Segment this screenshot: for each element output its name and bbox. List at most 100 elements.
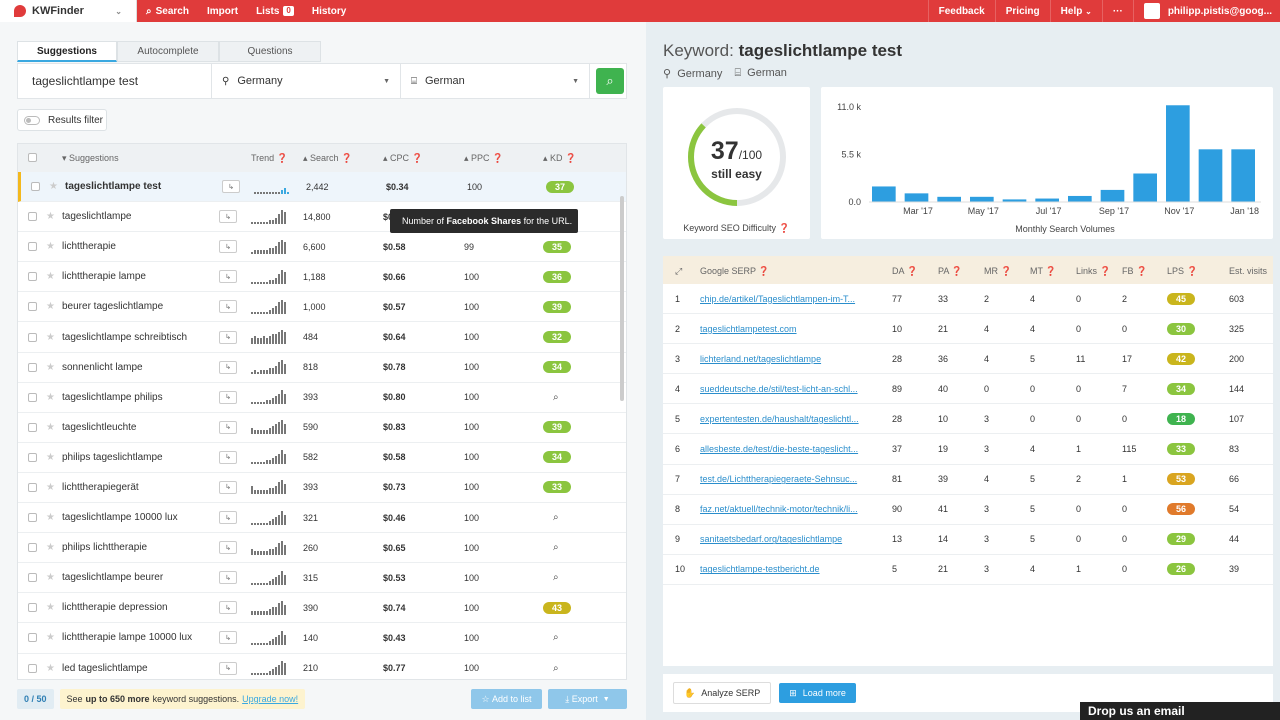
kd-search-icon[interactable]: ⌕ — [553, 662, 559, 674]
table-row[interactable]: ★ lichttherapie ↳ 6,600 $0.58 99 35 — [18, 232, 626, 263]
search-keyword-button[interactable]: ↳ — [219, 601, 237, 615]
row-checkbox[interactable] — [28, 362, 37, 372]
col-suggestions[interactable]: ▾ Suggestions — [62, 153, 119, 163]
table-row[interactable]: ★ tageslichtlampe schreibtisch ↳ 484 $0.64 10… — [18, 322, 626, 353]
search-keyword-button[interactable]: ↳ — [219, 541, 237, 555]
kd-search-icon[interactable]: ⌕ — [553, 572, 559, 584]
row-checkbox[interactable] — [28, 212, 37, 222]
volume-bar[interactable] — [1231, 149, 1255, 202]
star-icon[interactable]: ★ — [46, 512, 55, 524]
nav-feedback[interactable]: Feedback — [927, 0, 995, 22]
volume-bar[interactable] — [1166, 105, 1190, 202]
row-checkbox[interactable] — [28, 302, 37, 312]
serp-url-link[interactable]: sueddeutsche.de/stil/test-licht-an-schl.… — [700, 383, 858, 394]
table-row[interactable]: ★ philips tageslichtlampe ↳ 582 $0.58 100 34 — [18, 443, 626, 473]
nav-import[interactable]: Import — [198, 0, 247, 22]
serp-url-link[interactable]: expertentesten.de/haushalt/tageslichtl..… — [700, 413, 859, 424]
export-button[interactable]: ⤓ Export ▼ — [548, 689, 627, 709]
location-select[interactable]: ⚲ Germany ▼ — [212, 64, 401, 98]
row-checkbox[interactable] — [28, 573, 37, 583]
serp-url-link[interactable]: lichterland.net/tageslichtlampe — [700, 353, 822, 364]
table-scrollbar[interactable] — [620, 196, 624, 401]
serp-url-link[interactable]: tageslichtlampetest.com — [700, 323, 797, 334]
row-checkbox[interactable] — [28, 332, 37, 342]
kd-search-icon[interactable]: ⌕ — [553, 632, 559, 644]
volume-bar[interactable] — [1002, 199, 1027, 202]
table-row[interactable]: ★ tageslichtlampe test ↳ 2,442 $0.34 100 37 — [18, 172, 626, 203]
nav-pricing[interactable]: Pricing — [994, 0, 1050, 22]
table-row[interactable]: ★ philips lichttherapie ↳ 260 $0.65 100 ⌕ — [18, 533, 626, 564]
serp-url-link[interactable]: chip.de/artikel/Tageslichtlampen-im-T... — [700, 293, 856, 304]
expand-icon[interactable]: ⤢ — [675, 266, 683, 276]
table-row[interactable]: ★ beurer tageslichtlampe ↳ 1,000 $0.57 100 39 — [18, 292, 626, 323]
language-select[interactable]: ⌸ German ▼ — [401, 64, 590, 98]
star-icon[interactable]: ★ — [46, 632, 55, 644]
volume-bar[interactable] — [970, 196, 994, 202]
star-icon[interactable]: ★ — [46, 271, 55, 283]
nav-history[interactable]: History — [303, 0, 355, 22]
star-icon[interactable]: ★ — [46, 391, 55, 403]
kd-search-icon[interactable]: ⌕ — [553, 391, 559, 403]
search-keyword-button[interactable]: ↳ — [219, 420, 237, 434]
star-icon[interactable]: ★ — [49, 181, 58, 193]
search-keyword-button[interactable]: ↳ — [219, 300, 237, 314]
keyword-input[interactable] — [18, 64, 212, 98]
volume-bar[interactable] — [937, 196, 961, 202]
serp-url-link[interactable]: sanitaetsbedarf.org/tageslichtlampe — [700, 534, 843, 545]
search-keyword-button[interactable]: ↳ — [219, 571, 237, 585]
star-icon[interactable]: ★ — [46, 572, 55, 584]
row-checkbox[interactable] — [28, 543, 37, 553]
help-icon[interactable]: ❓ — [778, 223, 790, 233]
tab-autocomplete[interactable]: Autocomplete — [117, 41, 219, 62]
row-checkbox[interactable] — [28, 272, 37, 282]
volume-bar[interactable] — [1133, 173, 1157, 203]
star-icon[interactable]: ★ — [46, 481, 55, 493]
row-checkbox[interactable] — [28, 392, 37, 402]
star-icon[interactable]: ★ — [46, 662, 55, 674]
star-icon[interactable]: ★ — [46, 301, 55, 313]
volume-bar[interactable] — [904, 193, 929, 202]
star-icon[interactable]: ★ — [46, 451, 55, 463]
volume-bar[interactable] — [1068, 195, 1092, 202]
serp-url-link[interactable]: tageslichtlampe-testbericht.de — [700, 564, 820, 575]
star-icon[interactable]: ★ — [46, 331, 55, 343]
kd-search-icon[interactable]: ⌕ — [553, 512, 559, 524]
star-icon[interactable]: ★ — [46, 241, 55, 253]
search-keyword-button[interactable]: ↳ — [219, 270, 237, 284]
analyze-serp-button[interactable]: ✋ Analyze SERP — [673, 682, 772, 704]
nav-lists[interactable]: Lists 0 — [247, 0, 303, 22]
search-button[interactable]: ⌕ — [596, 68, 624, 94]
row-checkbox[interactable] — [28, 482, 37, 492]
search-keyword-button[interactable]: ↳ — [219, 330, 237, 344]
tab-suggestions[interactable]: Suggestions — [17, 41, 117, 62]
row-checkbox[interactable] — [28, 633, 37, 643]
email-widget[interactable]: Drop us an email — [1080, 702, 1280, 720]
table-row[interactable]: ★ lichttherapie lampe 10000 lux ↳ 140 $0.43 1… — [18, 623, 626, 654]
star-icon[interactable]: ★ — [46, 361, 55, 373]
col-search[interactable]: ▴ Search ❓ — [303, 153, 353, 163]
col-cpc[interactable]: ▴ CPC ❓ — [383, 153, 423, 163]
row-checkbox[interactable] — [28, 422, 37, 432]
search-keyword-button[interactable]: ↳ — [219, 661, 237, 675]
search-keyword-button[interactable]: ↳ — [219, 390, 237, 404]
table-row[interactable]: ★ lichttherapie depression ↳ 390 $0.74 100 43 — [18, 593, 626, 624]
row-checkbox[interactable] — [28, 603, 37, 613]
volume-bar[interactable] — [872, 186, 896, 202]
serp-url-link[interactable]: allesbeste.de/test/die-beste-tageslicht.… — [700, 444, 859, 455]
search-keyword-button[interactable]: ↳ — [219, 480, 237, 494]
row-checkbox[interactable] — [28, 452, 37, 462]
serp-url-link[interactable]: test.de/Lichttherapiegeraete-Sehnsuc... — [700, 474, 858, 485]
col-ppc[interactable]: ▴ PPC ❓ — [464, 153, 504, 163]
volume-bar[interactable] — [1100, 189, 1125, 202]
nav-search[interactable]: ⌕ Search — [137, 0, 198, 22]
col-trend[interactable]: Trend ❓ — [251, 153, 288, 163]
row-checkbox[interactable] — [28, 242, 37, 252]
add-to-list-button[interactable]: ☆ Add to list — [471, 689, 542, 709]
table-row[interactable]: ★ sonnenlicht lampe ↳ 818 $0.78 100 34 — [18, 353, 626, 383]
col-fb[interactable]: FB ❓ — [1122, 266, 1148, 276]
search-keyword-button[interactable]: ↳ — [219, 631, 237, 645]
select-all-checkbox[interactable] — [28, 153, 37, 162]
search-keyword-button[interactable]: ↳ — [222, 180, 240, 194]
user-menu[interactable]: philipp.pistis@goog... — [1132, 0, 1280, 22]
star-icon[interactable]: ★ — [46, 421, 55, 433]
